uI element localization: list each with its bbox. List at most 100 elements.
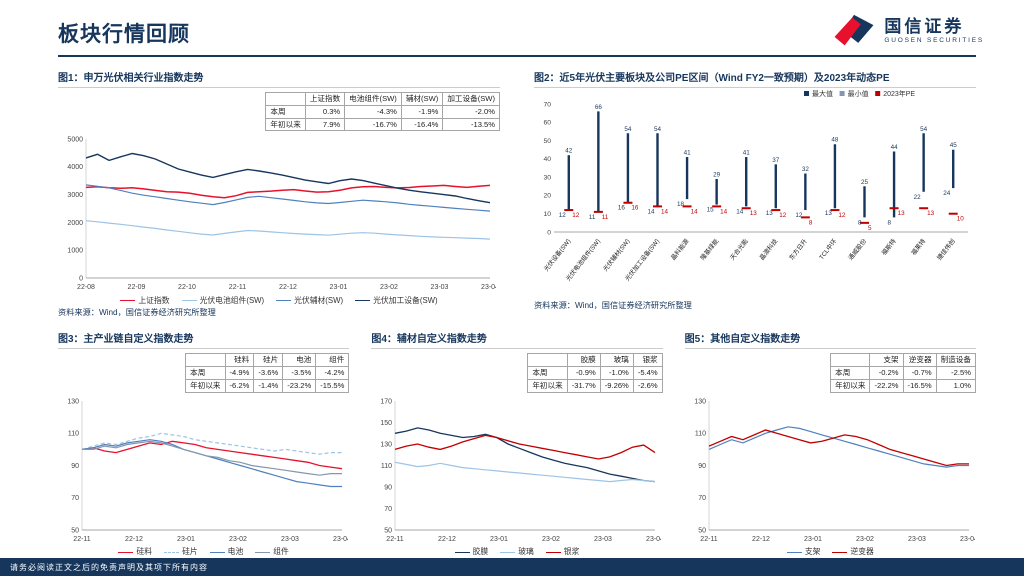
y-axis-label: 10 [543,211,551,218]
legend-line-swatch [209,551,225,553]
series-line-支架 [708,425,969,468]
figure2-title: 图2：近5年光伏主要板块及公司PE区间（Wind FY2一致预期）及2023年动… [534,67,976,88]
table-cell: -31.7% [566,378,601,393]
x-axis-label: 23-01 [177,536,195,543]
min-value-label: 14 [736,208,744,215]
x-axis-label: 23-02 [229,536,247,543]
legend-item-label: 硅片 [182,547,198,557]
legend-item: 玻璃 [500,546,534,558]
row-bottom: 图3：主产业链自定义指数走势 硅料 硅片 电池 组件 本周 -4.9% -3.6% -3.5%… [58,328,976,569]
table-col-header: 组件 [315,353,350,368]
table-cell: -4.9% [224,366,255,380]
y-axis-label: 40 [543,156,551,163]
x-axis-label: 23-02 [542,536,560,543]
legend-item: 胶膜 [454,546,488,558]
x-axis-label: 23-01 [490,536,508,543]
y-axis-label: 130 [381,441,393,448]
table-col-header: 加工设备(SW) [442,92,500,106]
legend-swatch [839,91,845,96]
figure4-legend: 胶膜 玻璃 银浆 [371,543,662,558]
y-axis-label: 5000 [67,137,83,144]
series-line-光伏辅材(SW) [85,184,491,212]
legend-item-label: 电池 [227,547,244,557]
legend-item-label: 光伏辅材(SW) [294,295,344,305]
brand-name-en: GUOSEN SECURITIES [884,37,984,45]
logo-red-shape [834,17,862,46]
table-cell: -2.6% [632,378,663,393]
max-value-label: 37 [772,157,780,164]
min-value-label: 13 [766,210,774,217]
legend-line-swatch [355,300,371,302]
figure5-legend: 支架 逆变器 [685,543,976,556]
table-corner [527,353,568,368]
legend-item: 光伏加工设备(SW) [355,295,438,307]
table-cell: -2.5% [935,366,976,380]
max-value-label: 42 [565,148,573,155]
x-axis-label: 23-03 [594,536,612,543]
legend-item-label: 上证指数 [138,295,170,305]
series-line-银浆 [395,434,656,460]
legend-line-swatch [545,551,561,553]
x-axis-label: 23-02 [856,536,874,543]
pe-2023-value-label: 13 [927,210,935,217]
table-col-header: 电池 [282,353,317,368]
figure4-stats-table-wrap: 胶膜 玻璃 银浆 本周 -0.9% -1.0% -5.4% 年初以来 -31.7% -9.26% -… [371,349,663,394]
figure2-source: 资料来源：Wind，国信证券经济研究所整理 [534,301,692,310]
table-row-label: 年初以来 [265,117,306,132]
table-row-label: 本周 [527,366,568,380]
category-label: 天合光能 [728,237,750,261]
x-axis-label: 23-01 [804,536,822,543]
x-axis-label: 22-12 [752,536,770,543]
x-axis-label: 22-11 [229,284,246,291]
table-cell: -4.3% [344,104,402,119]
y-axis-label: 170 [381,398,393,405]
table-cell: -1.0% [599,366,634,380]
table-col-header: 玻璃 [599,353,634,368]
figure1-stats-table-wrap: 上证指数 电池组件(SW) 辅材(SW) 加工设备(SW) 本周 0.3% -4.3% -1.… [58,88,500,133]
series-line-玻璃 [395,461,656,482]
x-axis-label: 22-11 [73,536,90,543]
min-value-label: 11 [589,214,596,221]
y-axis-label: 1000 [67,248,83,255]
category-label: 捷佳伟创 [935,237,957,261]
legend-label: 2023年PE [883,89,915,98]
series-line-光伏加工设备(SW) [85,153,491,204]
table-cell: -23.2% [282,378,317,393]
table-cell: -0.9% [566,366,601,380]
y-axis-label: 90 [698,462,706,469]
table-row-label: 本周 [185,366,226,380]
pe-2023-value-label: 12 [838,212,846,219]
table-col-header: 硅料 [224,353,255,368]
table-cell: -5.4% [632,366,663,380]
max-value-label: 44 [891,144,899,151]
y-axis-label: 20 [543,193,551,200]
brand-logo: 国信证券 GUOSEN SECURITIES [832,12,984,50]
x-axis-label: 22-09 [128,284,146,291]
pe-2023-value-label: 10 [957,216,965,223]
min-value-label: 18 [677,201,685,208]
header-rule [58,55,976,57]
figure3-stats-table-wrap: 硅料 硅片 电池 组件 本周 -4.9% -3.6% -3.5% -4.2% 年初以来 -6.2% -… [58,349,350,394]
x-axis-label: 22-12 [279,284,297,291]
table-cell: -16.7% [344,117,402,132]
page-title: 板块行情回顾 [58,23,190,46]
table-cell: -3.5% [282,366,317,380]
y-axis-label: 150 [381,419,393,426]
legend-swatch [804,91,809,96]
y-axis-label: 90 [71,462,79,469]
table-cell: -13.5% [442,117,500,132]
table-col-header: 胶膜 [566,353,601,368]
y-axis-label: 110 [694,430,705,437]
figure5-title: 图5：其他自定义指数走势 [684,328,976,350]
legend-line-swatch [255,551,271,553]
max-value-label: 54 [624,126,632,133]
content: 图1：申万光伏相关行业指数走势 上证指数 电池组件(SW) 辅材(SW) 加工设备(S… [0,57,1024,570]
table-cell: -16.5% [902,378,937,393]
legend-line-swatch [120,300,136,302]
max-value-label: 48 [831,137,839,144]
figure4-chart: 50 70 90 110 130 150 170 22-11 22-12 23-01 23-02 23… [381,398,662,543]
pe-2023-value-label: 14 [691,208,699,215]
table-row-label: 年初以来 [185,378,226,393]
category-label: TCL中环 [817,237,838,261]
x-axis-label: 23-04 [960,536,975,543]
